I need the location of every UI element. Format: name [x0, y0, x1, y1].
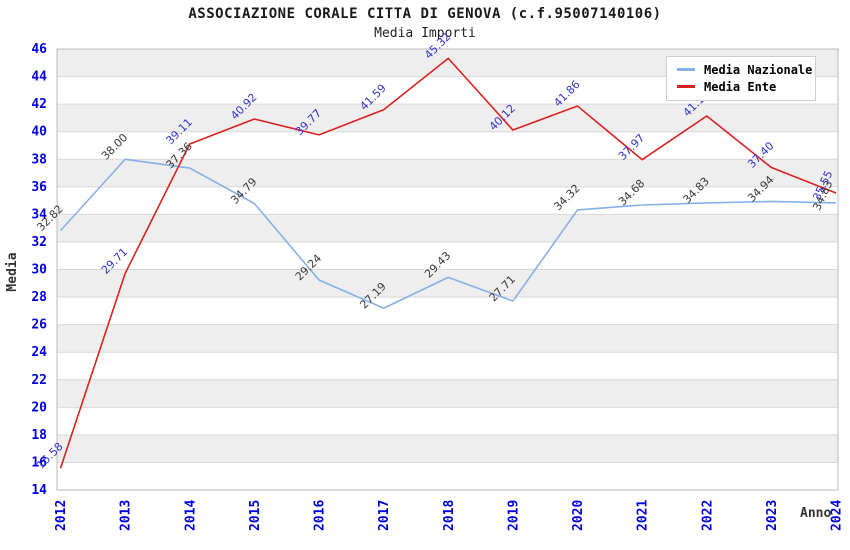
y-tick-label: 36	[31, 180, 47, 195]
grid-band	[57, 462, 838, 490]
grid-band	[57, 297, 838, 325]
y-tick-label: 38	[31, 152, 47, 167]
y-tick-label: 28	[31, 290, 47, 305]
x-tick-label: 2021	[636, 500, 651, 531]
grid-band	[57, 159, 838, 187]
grid-band	[57, 186, 838, 215]
y-tick-label: 22	[31, 373, 47, 388]
x-tick-label: 2024	[830, 500, 845, 531]
y-tick-label: 26	[31, 318, 47, 333]
x-tick-label: 2019	[506, 500, 521, 531]
grid-band	[57, 324, 838, 353]
legend-label: Media Nazionale	[704, 62, 813, 77]
media-nazionale-line-swatch	[677, 68, 695, 71]
y-tick-label: 32	[31, 235, 47, 250]
grid-band	[57, 379, 838, 408]
y-tick-label: 24	[31, 345, 47, 360]
chart-title: ASSOCIAZIONE CORALE CITTA DI GENOVA (c.f…	[188, 6, 662, 22]
x-tick-label: 2014	[183, 500, 198, 531]
grid-band	[57, 269, 838, 298]
x-tick-label: 2013	[119, 500, 134, 531]
x-tick-label: 2016	[313, 500, 328, 531]
plot-frame	[56, 48, 839, 491]
y-tick-label: 20	[31, 400, 47, 415]
legend-item-media-ente: Media Ente	[667, 78, 815, 95]
chart-subtitle: Media Importi	[374, 26, 476, 41]
legend-item-media-nazionale: Media Nazionale	[667, 61, 815, 78]
y-tick-label: 40	[31, 125, 47, 140]
x-tick-label: 2018	[442, 500, 457, 531]
y-tick-label: 46	[31, 42, 47, 57]
legend-label: Media Ente	[704, 79, 777, 94]
grid-band	[57, 104, 838, 132]
grid-band	[57, 352, 838, 380]
grid-band	[57, 241, 838, 270]
grid-band	[57, 214, 838, 242]
y-tick-label: 14	[31, 483, 47, 498]
y-tick-label: 34	[31, 207, 47, 222]
x-tick-label: 2020	[571, 500, 586, 531]
x-tick-label: 2017	[377, 500, 392, 531]
grid-band	[57, 407, 838, 435]
chart-legend: Media Nazionale Media Ente	[666, 56, 816, 101]
x-tick-label: 2022	[700, 500, 715, 531]
x-tick-label: 2012	[54, 500, 69, 531]
y-axis-label: Media	[5, 252, 20, 291]
x-tick-label: 2023	[765, 500, 780, 531]
y-tick-label: 18	[31, 428, 47, 443]
y-tick-label: 42	[31, 97, 47, 112]
y-tick-label: 16	[31, 455, 47, 470]
y-tick-label: 30	[31, 263, 47, 278]
grid-band	[57, 434, 838, 463]
x-axis-label: Anno	[800, 506, 832, 521]
series-line	[59, 158, 837, 310]
media-ente-line-swatch	[677, 85, 695, 88]
series-line	[59, 57, 837, 469]
grid-band	[57, 131, 838, 160]
x-tick-label: 2015	[248, 500, 263, 531]
y-tick-label: 44	[31, 70, 47, 85]
